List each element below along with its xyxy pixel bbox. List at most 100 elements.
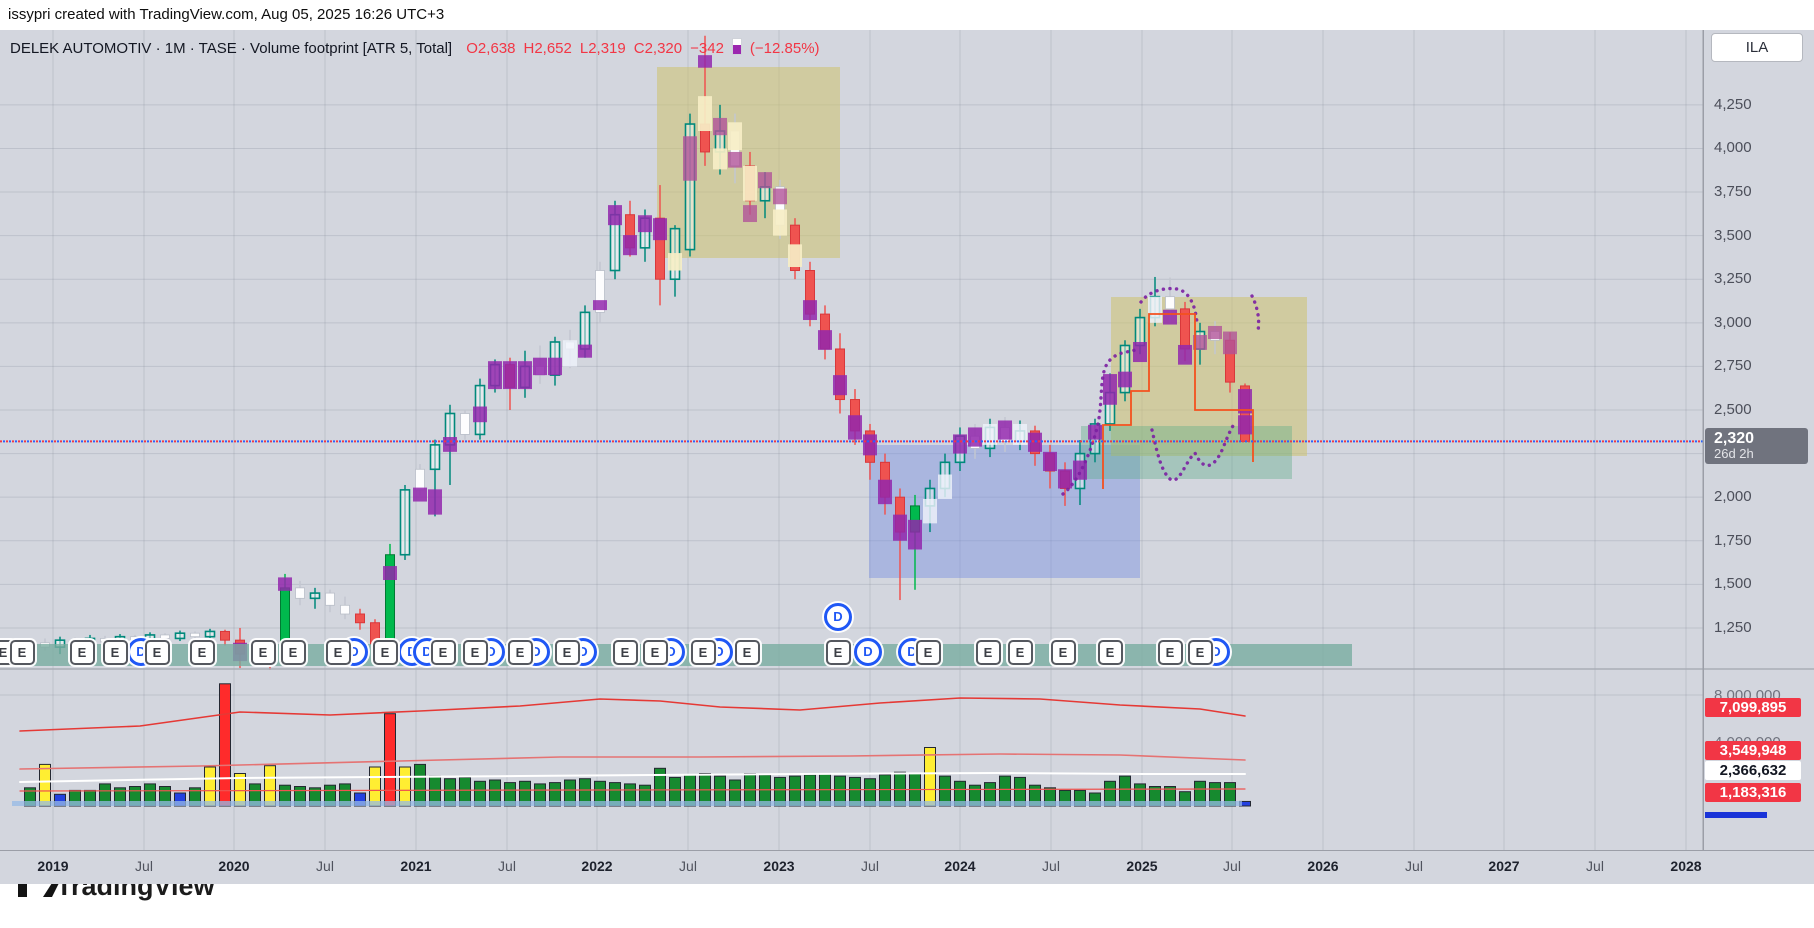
close-value: C2,320 <box>633 40 683 57</box>
footprint-box <box>833 375 847 396</box>
footprint-box <box>548 357 562 376</box>
volume-ma-upper-red <box>19 697 1246 732</box>
footprint-box <box>1073 460 1087 480</box>
earnings-badge[interactable]: E <box>507 639 533 665</box>
earnings-badge[interactable]: E <box>690 639 716 665</box>
volume-bar <box>204 766 216 807</box>
footprint-box <box>1223 331 1237 355</box>
earnings-badge[interactable]: E <box>9 639 35 665</box>
candle-body-up <box>684 123 696 251</box>
footprint-box <box>713 117 727 136</box>
zone-teal-zone[interactable] <box>1081 426 1292 479</box>
price-axis[interactable]: ILA 2,320 26d 2h 4,250 4,000 3,750 3,500 3,2… <box>1703 30 1814 853</box>
earnings-badge[interactable]: E <box>642 639 668 665</box>
price-tick-label: 3,500 <box>1714 226 1752 244</box>
earnings-badge[interactable]: E <box>144 639 170 665</box>
currency-box[interactable]: ILA <box>1711 33 1803 62</box>
orange-pattern-tool[interactable] <box>1102 313 1254 489</box>
price-tick-label: 2,500 <box>1714 401 1752 418</box>
footprint-box <box>1088 424 1102 440</box>
volume-value-badge: 1,183,316 <box>1705 783 1801 802</box>
footprint-box <box>1208 325 1222 340</box>
dotted-brush-curve[interactable] <box>1061 347 1139 496</box>
dotted-brush-curve[interactable] <box>1250 294 1261 333</box>
footprint-box <box>908 519 922 550</box>
earnings-badge[interactable]: E <box>1157 639 1183 665</box>
earnings-badge[interactable]: E <box>325 639 351 665</box>
volume-bar <box>264 765 276 807</box>
footprint-box <box>878 479 892 505</box>
footprint-box <box>818 330 832 350</box>
open-value: O2,638 <box>466 40 516 57</box>
footprint-box <box>743 205 757 223</box>
footprint-box <box>698 96 712 132</box>
candle-body-neutral <box>595 270 605 313</box>
volume-bar <box>384 713 396 807</box>
earnings-badge[interactable]: E <box>554 639 580 665</box>
earnings-badge[interactable]: E <box>1050 639 1076 665</box>
zone-khaki-2025[interactable] <box>1111 297 1307 456</box>
footprint-box <box>1133 341 1147 363</box>
earnings-badge[interactable]: E <box>734 639 760 665</box>
volume-bar <box>924 747 936 807</box>
dotted-brush-curve[interactable] <box>1139 286 1199 326</box>
earnings-badge[interactable]: E <box>825 639 851 665</box>
volume-blue-marker <box>1705 812 1767 818</box>
earnings-badge[interactable]: E <box>1187 639 1213 665</box>
footprint-box <box>638 215 652 233</box>
dotted-brush-curve[interactable] <box>1150 421 1237 482</box>
footprint-box <box>473 406 487 423</box>
footprint-box <box>863 434 877 456</box>
volume-bar <box>399 766 411 807</box>
price-tick-label: 3,000 <box>1714 313 1752 331</box>
change-pct-value: (−12.85%) <box>749 40 820 57</box>
earnings-badge[interactable]: E <box>915 639 941 665</box>
footprint-box <box>563 340 577 367</box>
bar-countdown: 26d 2h <box>1714 446 1754 461</box>
footprint-box <box>668 253 682 271</box>
footprint-box <box>488 361 502 390</box>
earnings-badge[interactable]: E <box>462 639 488 665</box>
footprint-box <box>743 165 757 201</box>
price-tick-label: 1,250 <box>1714 618 1752 636</box>
mini-candle-icon <box>731 38 742 55</box>
footprint-box <box>683 136 697 181</box>
earnings-badge[interactable]: E <box>1007 639 1033 665</box>
footprint-box <box>623 235 637 256</box>
time-tick-label: Jul <box>1405 858 1423 874</box>
volume-bar <box>219 683 231 807</box>
time-tick-label: 2027 <box>1488 858 1520 874</box>
footprint-box <box>728 151 742 168</box>
dividend-badge[interactable]: D <box>824 603 852 631</box>
dividend-badge[interactable]: D <box>854 638 882 666</box>
earnings-badge[interactable]: E <box>250 639 276 665</box>
earnings-badge[interactable]: E <box>372 639 398 665</box>
time-tick-label: Jul <box>498 858 516 874</box>
time-tick-label: 2022 <box>581 858 613 874</box>
time-tick-label: 2021 <box>400 858 432 874</box>
symbol-title[interactable]: DELEK AUTOMOTIV · 1M · TASE · Volume foo… <box>10 40 453 57</box>
ohlc-values: O2,638 H2,652 L2,319 C2,320 −342 (−12.85%) <box>466 38 827 57</box>
earnings-badge[interactable]: E <box>280 639 306 665</box>
earnings-badge[interactable]: E <box>189 639 215 665</box>
earnings-badge[interactable]: E <box>102 639 128 665</box>
candle-body-neutral <box>1165 296 1175 310</box>
time-tick-label: Jul <box>679 858 697 874</box>
footprint-box <box>938 474 952 499</box>
earnings-badge[interactable]: E <box>975 639 1001 665</box>
price-tick-label: 2,000 <box>1714 488 1752 506</box>
earnings-badge[interactable]: E <box>1097 639 1123 665</box>
last-price-badge: 2,320 26d 2h <box>1705 428 1808 464</box>
footprint-box <box>1103 374 1117 405</box>
earnings-badge[interactable]: E <box>430 639 456 665</box>
footprint-box <box>1193 335 1207 350</box>
time-axis[interactable]: 2019 Jul 2020 Jul 2021 Jul 2022 Jul 2023 Jul 2024 J… <box>0 850 1814 884</box>
footprint-box <box>383 566 397 581</box>
time-tick-label: 2024 <box>944 858 976 874</box>
price-tick-label: 4,000 <box>1714 139 1752 157</box>
footprint-box <box>608 205 622 226</box>
earnings-badge[interactable]: E <box>69 639 95 665</box>
earnings-badge[interactable]: E <box>612 639 638 665</box>
footprint-box <box>428 489 442 515</box>
